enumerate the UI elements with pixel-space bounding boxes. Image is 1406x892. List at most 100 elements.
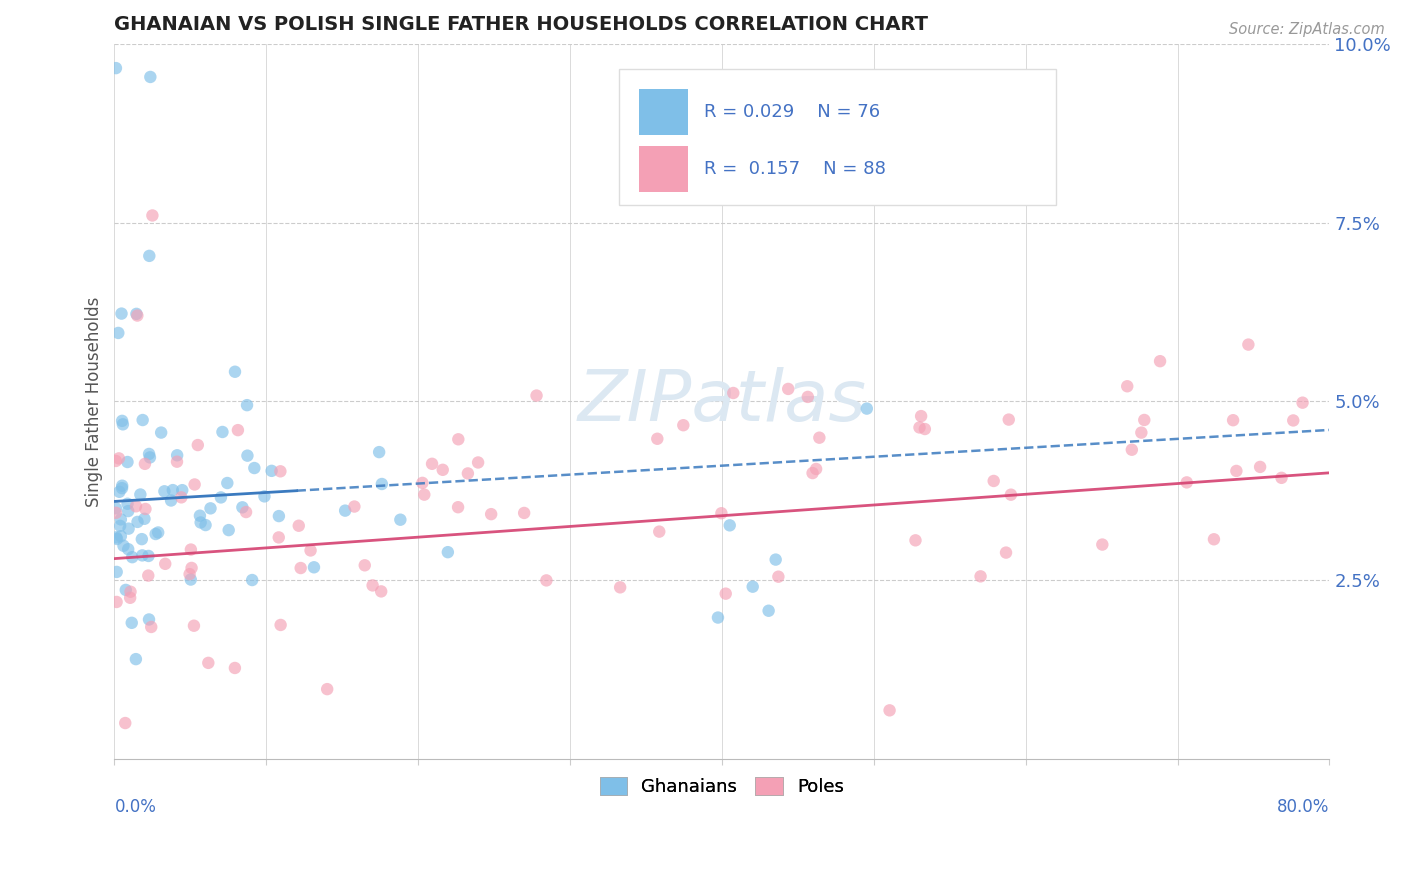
Point	[983, 474, 1005, 488]
Point	[1133, 413, 1156, 427]
Point	[240, 573, 263, 587]
Point	[166, 448, 188, 462]
Point	[188, 508, 211, 523]
Point	[267, 509, 290, 524]
Point	[513, 506, 536, 520]
Point	[370, 584, 392, 599]
Point	[125, 307, 148, 321]
Point	[180, 542, 202, 557]
Point	[197, 656, 219, 670]
Point	[267, 530, 290, 544]
Text: ZIPatlas: ZIPatlas	[578, 367, 866, 436]
Point	[316, 682, 339, 697]
Point	[856, 401, 879, 416]
Point	[120, 584, 142, 599]
Text: R = 0.029    N = 76: R = 0.029 N = 76	[703, 103, 880, 120]
Point	[125, 500, 148, 514]
Point	[110, 307, 132, 321]
Point	[179, 567, 201, 582]
Point	[536, 574, 558, 588]
Point	[172, 483, 194, 498]
Point	[1270, 471, 1292, 485]
Point	[389, 513, 412, 527]
Point	[447, 432, 470, 446]
Point	[153, 484, 176, 499]
Point	[127, 515, 149, 529]
Point	[914, 422, 936, 436]
Point	[1237, 337, 1260, 351]
Point	[1291, 395, 1313, 409]
Point	[117, 542, 139, 557]
Point	[183, 618, 205, 632]
Point	[138, 612, 160, 626]
Point	[117, 504, 139, 518]
Point	[187, 438, 209, 452]
Point	[131, 413, 153, 427]
Point	[141, 620, 163, 634]
Point	[114, 582, 136, 597]
Point	[253, 489, 276, 503]
Point	[672, 418, 695, 433]
Point	[108, 484, 131, 499]
Point	[105, 565, 128, 579]
Point	[138, 249, 160, 263]
Point	[104, 501, 127, 516]
Point	[231, 500, 253, 515]
Point	[718, 518, 741, 533]
Point	[111, 414, 134, 428]
Point	[117, 522, 139, 536]
Point	[145, 527, 167, 541]
Point	[299, 543, 322, 558]
Point	[1249, 459, 1271, 474]
Point	[768, 570, 790, 584]
Point	[479, 507, 502, 521]
Point	[647, 432, 669, 446]
Point	[117, 497, 139, 511]
Point	[1175, 475, 1198, 490]
Point	[269, 464, 291, 478]
Point	[194, 518, 217, 533]
Point	[1116, 379, 1139, 393]
Point	[904, 533, 927, 548]
Point	[107, 326, 129, 340]
Point	[908, 420, 931, 434]
FancyBboxPatch shape	[640, 145, 688, 193]
Point	[801, 466, 824, 480]
Point	[797, 390, 820, 404]
Point	[420, 457, 443, 471]
Point	[166, 455, 188, 469]
Point	[467, 455, 489, 469]
Point	[117, 455, 139, 469]
Point	[105, 595, 128, 609]
Y-axis label: Single Father Households: Single Father Households	[86, 296, 103, 507]
FancyBboxPatch shape	[619, 69, 1056, 205]
Text: 0.0%: 0.0%	[114, 798, 156, 816]
Point	[437, 545, 460, 559]
Point	[1202, 533, 1225, 547]
Point	[134, 457, 156, 471]
Point	[108, 519, 131, 533]
Text: R =  0.157    N = 88: R = 0.157 N = 88	[703, 160, 886, 178]
Point	[131, 532, 153, 546]
Point	[808, 431, 831, 445]
Point	[910, 409, 932, 423]
Point	[218, 523, 240, 537]
Point	[111, 481, 134, 495]
Point	[432, 463, 454, 477]
Point	[714, 587, 737, 601]
Point	[758, 604, 780, 618]
Point	[224, 661, 246, 675]
Point	[235, 505, 257, 519]
Point	[411, 475, 433, 490]
Point	[997, 412, 1019, 426]
Point	[131, 549, 153, 563]
Point	[138, 549, 160, 563]
Point	[120, 591, 142, 605]
Point	[879, 703, 901, 717]
Point	[217, 475, 239, 490]
Point	[108, 451, 131, 466]
Point	[260, 464, 283, 478]
Point	[129, 487, 152, 501]
Point	[111, 417, 134, 432]
Point	[104, 506, 127, 520]
